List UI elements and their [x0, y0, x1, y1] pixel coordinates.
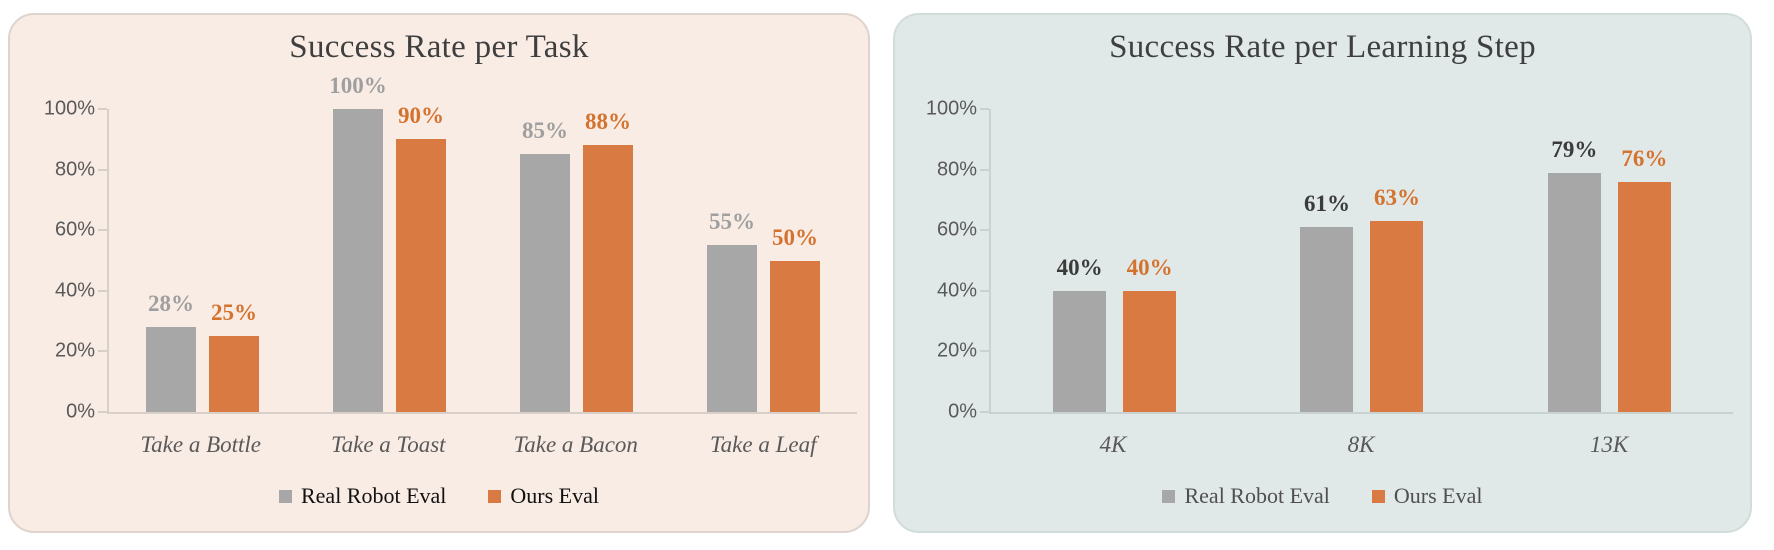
- legend-item-real-robot-eval: Real Robot Eval: [278, 483, 447, 509]
- y-axis-tick: [98, 411, 107, 413]
- y-axis-label: 20%: [936, 339, 977, 362]
- y-axis-tick: [980, 411, 989, 413]
- bar-ours-eval: 63%: [1370, 185, 1424, 412]
- legend-label: Real Robot Eval: [1184, 483, 1330, 508]
- y-axis-label: 60%: [54, 218, 95, 241]
- chart-card-success-rate-per-learning-step: Success Rate per Learning Step 100% 80% 60…: [893, 13, 1752, 533]
- chart-title: Success Rate per Learning Step: [1109, 29, 1536, 65]
- y-axis-label: 80%: [936, 158, 977, 181]
- legend-swatch-icon: [1371, 489, 1385, 503]
- bar-group-take-a-toast: 100% 90%: [296, 73, 483, 412]
- bar-group-take-a-leaf: 55% 50%: [670, 109, 857, 412]
- bar-ours-eval: 90%: [396, 103, 446, 412]
- bar-real-robot-eval: 28%: [146, 291, 196, 412]
- bar-group-take-a-bottle: 28% 25%: [109, 109, 296, 412]
- bar-ours-eval: 25%: [209, 300, 259, 412]
- bar-value-label: 28%: [148, 291, 194, 317]
- y-axis-label: 80%: [54, 158, 95, 181]
- y-axis-label: 40%: [54, 279, 95, 302]
- bar-value-label: 40%: [1126, 254, 1173, 280]
- x-axis-category-labels: 4K 8K 13K: [989, 429, 1733, 461]
- category-label: Take a Bottle: [140, 432, 262, 457]
- y-axis-label: 100%: [925, 97, 977, 120]
- legend-swatch-icon: [1162, 489, 1176, 503]
- plot-area: 100% 80% 60% 40% 20% 0% 28% 25% 100% 90% 85% 88% 55%…: [44, 73, 857, 423]
- bar-real-robot-eval: 61%: [1300, 191, 1354, 412]
- bar-value-label: 63%: [1373, 185, 1420, 211]
- bar-value-label: 90%: [398, 103, 444, 129]
- bar-value-label: 50%: [772, 224, 818, 250]
- category-label: 8K: [1347, 432, 1375, 457]
- y-axis-label: 100%: [43, 97, 95, 120]
- legend-item-real-robot-eval: Real Robot Eval: [1162, 483, 1330, 509]
- category-label: Take a Toast: [330, 432, 446, 457]
- bar-value-label: 85%: [522, 118, 568, 144]
- bar-value-label: 55%: [709, 209, 755, 235]
- category-label: Take a Leaf: [710, 432, 817, 457]
- legend-label: Real Robot Eval: [300, 483, 447, 508]
- bar-group-4k: 40% 40%: [991, 109, 1238, 412]
- chart-card-success-rate-per-task: Success Rate per Task 100% 80% 60% 40% 20% 0%…: [8, 13, 870, 533]
- y-axis-tick: [980, 229, 989, 232]
- y-axis-label: 20%: [54, 339, 95, 362]
- bar-value-label: 88%: [585, 109, 631, 135]
- x-axis-category-labels: Take a Bottle Take a Toast Take a Bacon Tak…: [107, 429, 857, 461]
- bar-ours-eval: 76%: [1617, 146, 1671, 412]
- bar-value-label: 76%: [1621, 145, 1668, 171]
- category-label: 13K: [1589, 432, 1629, 457]
- y-axis-tick: [980, 168, 989, 171]
- legend-label: Ours Eval: [510, 483, 599, 508]
- bar-value-label: 61%: [1303, 191, 1350, 217]
- bar-value-label: 79%: [1551, 136, 1598, 162]
- y-axis-tick: [98, 350, 107, 353]
- y-axis-tick: [980, 350, 989, 353]
- category-label: 4K: [1099, 432, 1127, 457]
- y-axis-label: 40%: [936, 279, 977, 302]
- bar-real-robot-eval: 100%: [329, 73, 387, 412]
- y-axis-tick: [98, 168, 107, 171]
- chart-title: Success Rate per Task: [289, 29, 589, 65]
- legend-item-ours-eval: Ours Eval: [1371, 483, 1483, 509]
- bar-real-robot-eval: 85%: [520, 118, 570, 412]
- bar-group-13k: 79% 76%: [1486, 109, 1733, 412]
- y-axis-tick: [98, 108, 107, 110]
- bar-ours-eval: 50%: [770, 225, 820, 412]
- y-axis-tick: [980, 289, 989, 292]
- legend-label: Ours Eval: [1393, 483, 1483, 508]
- y-axis-tick: [98, 229, 107, 232]
- legend-swatch-icon: [278, 489, 292, 503]
- category-label: Take a Bacon: [513, 432, 638, 457]
- bar-real-robot-eval: 79%: [1547, 137, 1601, 412]
- chart-legend: Real Robot Eval Ours Eval: [10, 483, 868, 509]
- y-axis-label: 0%: [948, 400, 977, 423]
- y-axis-tick: [98, 289, 107, 292]
- y-axis-label: 60%: [936, 218, 977, 241]
- bar-real-robot-eval: 55%: [707, 209, 757, 412]
- y-axis-tick: [980, 108, 989, 110]
- plot-area: 100% 80% 60% 40% 20% 0% 40% 40% 61% 63% 79% 76%: [926, 98, 1733, 423]
- bar-ours-eval: 40%: [1123, 255, 1177, 412]
- bar-group-8k: 61% 63%: [1238, 109, 1485, 412]
- chart-legend: Real Robot Eval Ours Eval: [895, 483, 1750, 509]
- bar-value-label: 40%: [1056, 254, 1103, 280]
- bar-group-take-a-bacon: 85% 88%: [483, 109, 670, 412]
- y-axis-label: 0%: [66, 400, 95, 423]
- legend-swatch-icon: [488, 489, 502, 503]
- legend-item-ours-eval: Ours Eval: [488, 483, 599, 509]
- bar-value-label: 100%: [329, 73, 387, 98]
- bar-real-robot-eval: 40%: [1053, 255, 1107, 412]
- bar-ours-eval: 88%: [583, 109, 633, 412]
- bar-value-label: 25%: [211, 300, 257, 326]
